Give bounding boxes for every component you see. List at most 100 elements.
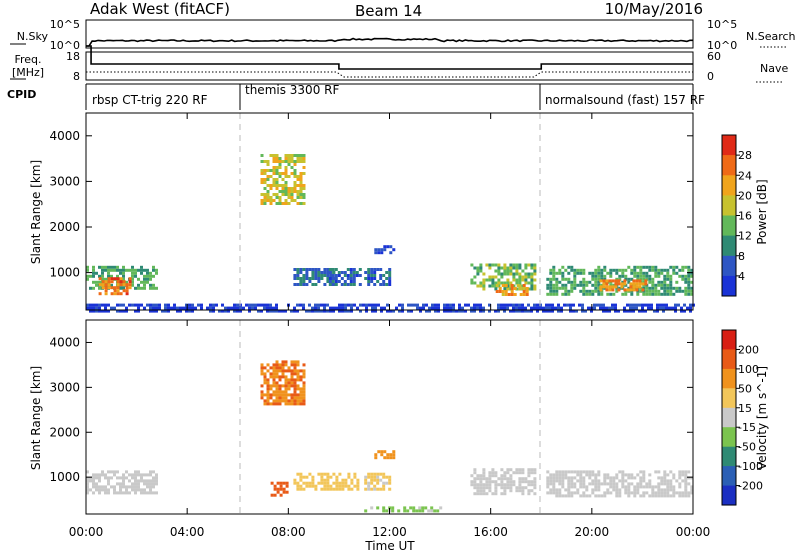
data-cell [104,309,107,313]
data-cell [624,292,628,296]
data-cell [356,478,360,482]
data-cell [149,283,152,287]
data-cell [113,306,116,310]
data-cell [329,306,332,310]
data-cell [421,509,425,513]
data-cell [576,473,580,477]
data-cell [491,278,495,282]
data-cell [549,488,553,492]
data-cell [230,306,233,310]
data-cell [690,280,694,284]
data-cell [92,479,95,483]
data-cell [104,303,107,307]
data-cell [317,274,321,277]
data-cell [332,472,336,476]
data-cell [576,488,580,492]
data-cell [497,303,500,307]
data-cell [116,303,119,307]
data-cell [89,306,92,310]
data-cell [347,475,351,479]
data-cell [158,303,161,307]
data-cell [549,289,553,293]
data-cell [476,474,480,478]
data-cell [279,493,283,497]
data-cell [521,492,525,496]
data-cell [275,187,279,190]
data-cell [155,271,158,275]
data-cell [434,306,437,310]
data-cell [334,274,338,277]
data-cell [585,289,589,293]
data-cell [104,280,108,284]
data-cell [503,306,506,310]
data-cell [302,283,306,286]
data-cell [131,265,134,269]
data-cell [164,306,167,310]
data-cell [323,306,326,310]
data-cell [663,479,667,483]
data-cell [663,277,667,281]
data-cell [379,487,383,491]
data-cell [569,306,572,310]
colorbar-tick-label: 50 [738,382,752,395]
data-cell [669,280,673,284]
data-cell [503,263,507,267]
data-cell [403,509,407,513]
data-cell [533,477,537,481]
data-cell [329,475,333,479]
data-cell [608,309,611,313]
data-cell [326,472,330,476]
data-cell [612,479,616,483]
data-cell [275,399,279,403]
data-cell [500,480,504,484]
nsky-tick-bottom: 10^0 [50,39,80,52]
data-cell [281,190,285,193]
data-cell [328,271,332,274]
data-cell [653,309,656,313]
data-cell [470,306,473,310]
data-cell [597,482,601,486]
data-cell [669,494,673,498]
data-cell [621,470,625,474]
data-cell [143,268,146,272]
data-cell [275,384,279,388]
data-cell [273,493,277,497]
data-cell [479,303,482,307]
data-cell [521,468,525,472]
data-cell [341,481,345,485]
data-cell [311,481,315,485]
data-cell [561,482,565,486]
data-cell [690,485,694,489]
data-cell [570,482,574,486]
data-cell [657,476,661,480]
data-cell [687,274,691,278]
data-cell [594,286,598,290]
data-cell [674,306,677,310]
data-cell [299,303,302,307]
data-cell [278,375,282,379]
data-cell [506,468,510,472]
data-cell [110,286,114,290]
data-cell [341,487,345,491]
data-cell [388,277,392,280]
data-cell [597,470,601,474]
data-cell [612,476,616,480]
data-cell [380,453,384,457]
data-cell [663,286,667,290]
data-cell [648,473,652,477]
data-cell [555,494,559,498]
data-cell [386,303,389,307]
data-cell [470,281,474,285]
data-cell [597,268,601,272]
data-cell [476,306,479,310]
data-cell [299,271,303,274]
data-cell [525,290,529,293]
data-cell [320,277,324,280]
data-cell [323,309,326,313]
data-cell [383,306,386,310]
data-cell [561,476,565,480]
data-cell [509,486,513,490]
data-cell [530,468,534,472]
data-cell [338,487,342,491]
data-cell [530,306,533,310]
